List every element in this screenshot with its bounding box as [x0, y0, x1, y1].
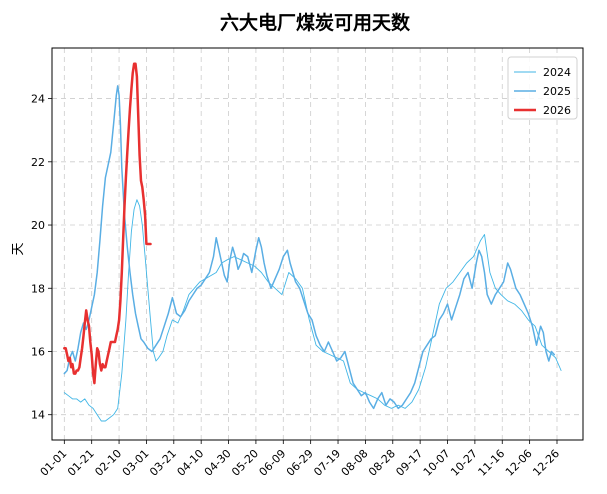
y-tick-label: 14	[31, 409, 45, 422]
y-tick-label: 22	[31, 156, 45, 169]
legend: 2024 2025 2026	[507, 56, 578, 120]
x-tick-label: 02-10	[92, 447, 124, 479]
x-tick-label: 10-27	[448, 447, 480, 479]
y-tick-label: 20	[31, 219, 45, 232]
legend-label-2026: 2026	[543, 104, 571, 117]
x-tick-label: 10-07	[421, 447, 453, 479]
y-tick-label: 18	[31, 282, 45, 295]
x-tick-label: 06-29	[284, 447, 316, 479]
x-tick-label: 08-08	[339, 447, 371, 479]
legend-label-2025: 2025	[543, 85, 571, 98]
x-tick-label: 01-01	[38, 447, 70, 479]
axes	[48, 47, 584, 444]
series-line-2025	[63, 85, 556, 410]
x-tick-label: 04-10	[174, 447, 206, 479]
x-tick-label: 12-06	[503, 447, 535, 479]
x-tick-label: 06-09	[257, 447, 289, 479]
x-tick-label: 05-20	[229, 447, 261, 479]
series-line-2024	[63, 199, 562, 422]
y-tick-label: 24	[31, 93, 45, 106]
x-tick-label: 04-30	[202, 447, 234, 479]
plot-frame	[51, 47, 584, 441]
legend-label-2024: 2024	[543, 66, 571, 79]
x-tick-label: 11-16	[476, 447, 508, 479]
x-tick-label: 01-21	[65, 447, 97, 479]
y-tick-label: 16	[31, 345, 45, 358]
grid-lines	[52, 48, 583, 440]
series-layer	[63, 62, 562, 422]
x-tick-label: 08-28	[366, 447, 398, 479]
x-tick-label: 09-17	[393, 447, 425, 479]
legend-box	[507, 56, 578, 120]
x-tick-label: 03-01	[120, 447, 152, 479]
series-line-2026	[63, 62, 152, 385]
x-tick-label: 12-26	[530, 447, 562, 479]
chart-title: 六大电厂煤炭可用天数	[220, 11, 411, 34]
y-axis-label: 天	[11, 242, 26, 255]
x-tick-label: 07-19	[311, 447, 343, 479]
x-tick-label: 03-21	[147, 447, 179, 479]
